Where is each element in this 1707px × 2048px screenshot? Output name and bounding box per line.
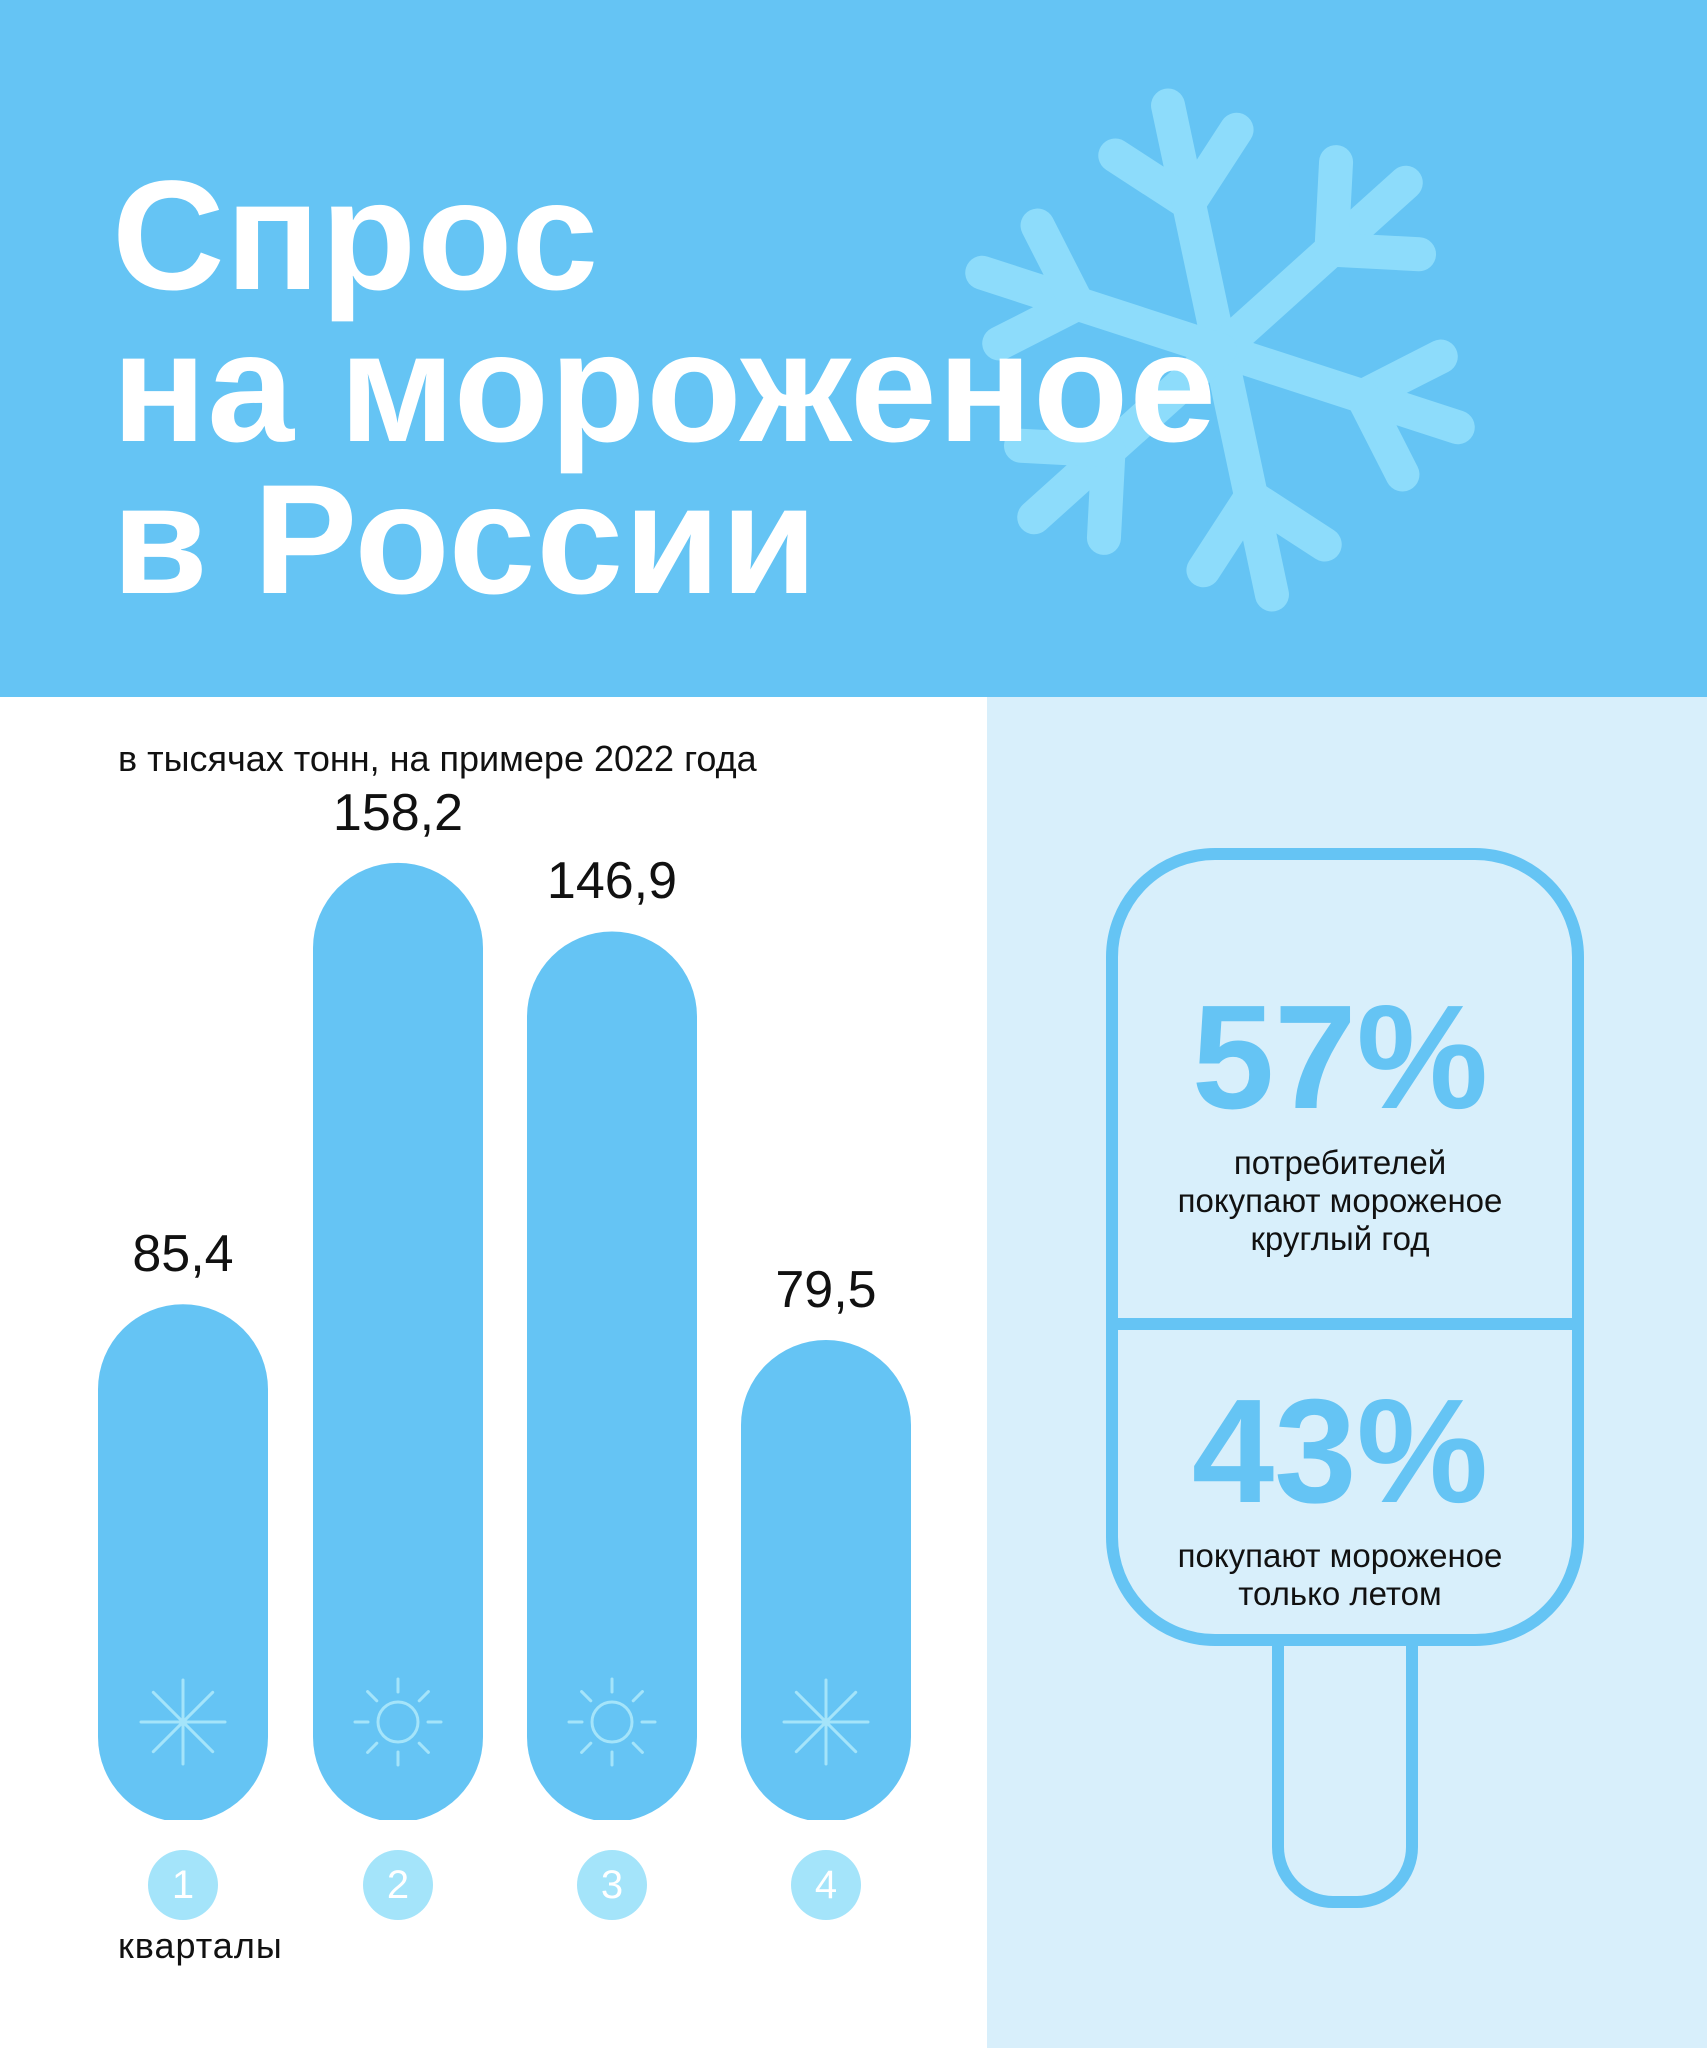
stat-line: только летом — [1238, 1575, 1442, 1612]
quarter-badge-3: 3 — [577, 1850, 647, 1920]
stat-line: круглый год — [1250, 1220, 1430, 1257]
title-line: в России — [112, 453, 818, 627]
bar-q1 — [98, 1304, 268, 1820]
quarter-badge-4: 4 — [791, 1850, 861, 1920]
chart-subtitle: в тысячах тонн, на примере 2022 года — [118, 738, 757, 779]
popsicle-icon — [1106, 848, 1584, 1908]
stat-line: покупают мороженое — [1177, 1537, 1503, 1574]
x-axis-label: кварталы — [118, 1925, 283, 1966]
title-line: на мороженое — [112, 301, 1218, 475]
stat-percent-summer-only: 43% — [1191, 1369, 1489, 1534]
value-label-q4: 79,5 — [775, 1261, 877, 1320]
stat-line: покупают мороженое — [1177, 1182, 1503, 1219]
title-line: Спрос — [112, 149, 600, 323]
snowflake-icon — [782, 1678, 870, 1766]
quarter-badge-2: 2 — [363, 1850, 433, 1920]
header-banner: Спрос на мороженое в России — [0, 0, 1707, 697]
sun-icon — [353, 1677, 443, 1767]
stat-description-year-round: потребителей покупают мороженое круглый … — [1110, 1144, 1570, 1258]
bar-q4 — [741, 1340, 911, 1820]
bar-q3 — [527, 931, 697, 1820]
stat-line: потребителей — [1233, 1144, 1447, 1181]
stat-percent-year-round: 57% — [1191, 975, 1489, 1140]
sun-icon — [567, 1677, 657, 1767]
stat-description-summer-only: покупают мороженое только летом — [1110, 1537, 1570, 1613]
quarter-badge-1: 1 — [148, 1850, 218, 1920]
value-label-q3: 146,9 — [546, 852, 678, 911]
page-title: Спрос на мороженое в России — [112, 149, 1218, 627]
bar-chart — [98, 862, 911, 1820]
bar-q2 — [313, 862, 483, 1820]
value-label-q1: 85,4 — [132, 1225, 234, 1284]
snowflake-icon — [139, 1678, 227, 1766]
value-label-q2: 158,2 — [332, 783, 464, 842]
